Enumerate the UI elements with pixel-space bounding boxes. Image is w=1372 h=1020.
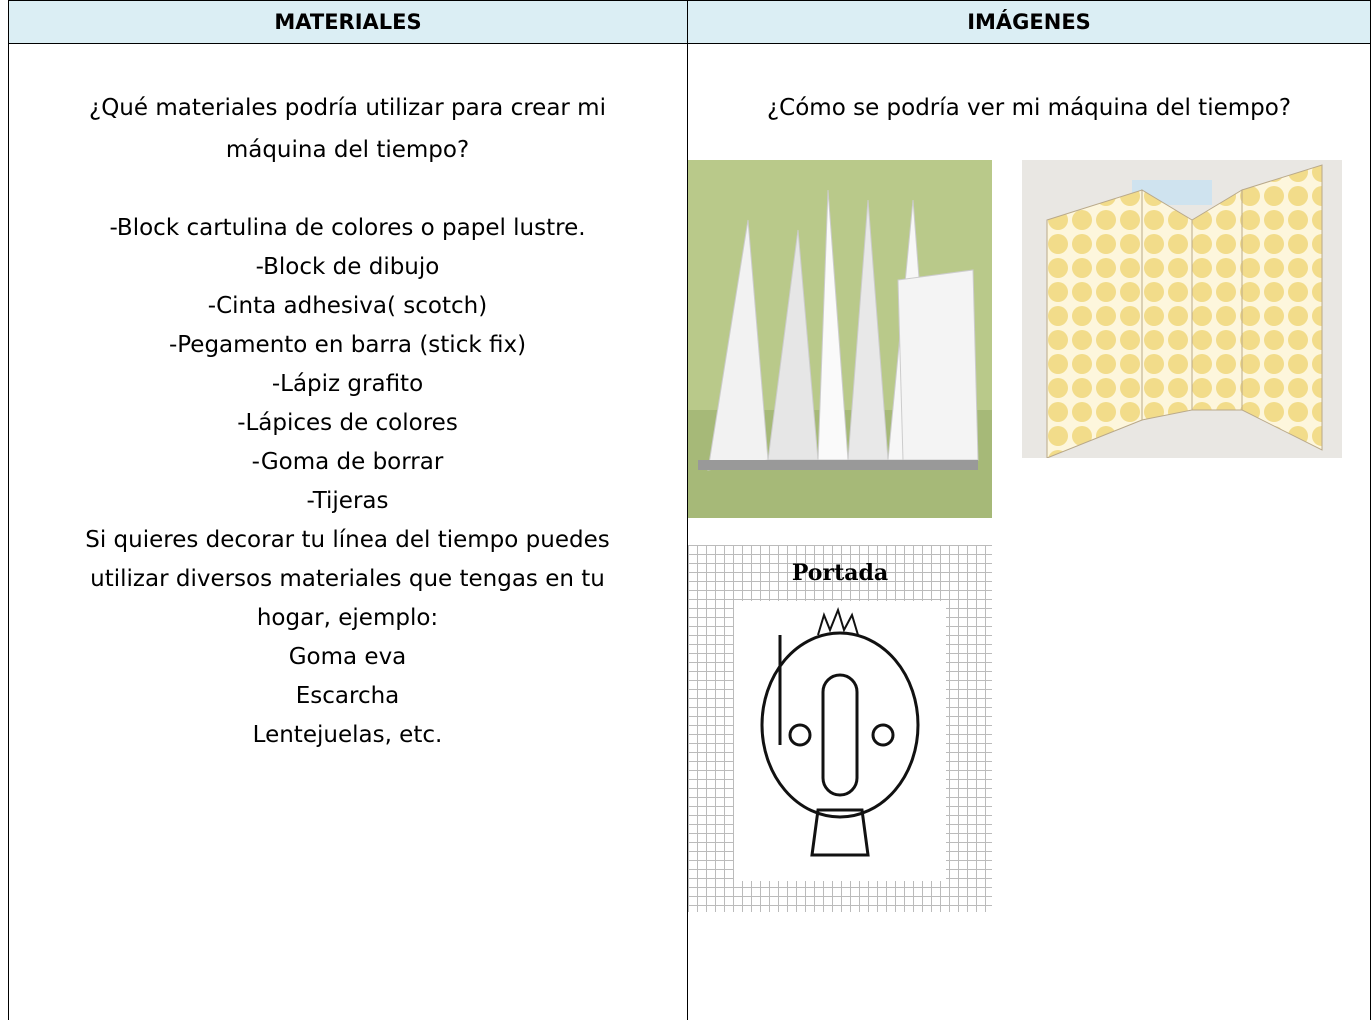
item-line: -Block cartulina de colores o papel lust… <box>109 215 586 241</box>
question-line: ¿Qué materiales podría utilizar para cre… <box>89 95 606 121</box>
extra-line: Lentejuelas, etc. <box>252 722 443 748</box>
question-line: máquina del tiempo? <box>225 137 470 163</box>
item-line: -Block de dibujo <box>255 254 440 280</box>
note-line: hogar, ejemplo: <box>256 605 439 631</box>
item-line: -Tijeras <box>306 488 389 514</box>
polka-photo <box>1022 160 1342 458</box>
cover-title: Portada <box>792 560 888 586</box>
header-materials: MATERIALES <box>8 0 688 44</box>
note-line: Si quieres decorar tu línea del tiempo p… <box>85 527 610 553</box>
accordion-photo <box>688 160 992 518</box>
images-question: ¿Cómo se podría ver mi máquina del tiemp… <box>766 95 1292 121</box>
item-line: -Lápices de colores <box>237 410 458 436</box>
item-line: -Lápiz grafito <box>271 371 424 397</box>
extra-line: Goma eva <box>288 644 407 670</box>
border <box>1370 44 1371 1020</box>
item-line: -Pegamento en barra (stick fix) <box>168 332 527 358</box>
border <box>687 44 688 1020</box>
note-line: utilizar diversos materiales que tengas … <box>90 566 605 592</box>
border <box>8 44 9 1020</box>
header-images: IMÁGENES <box>687 0 1371 44</box>
item-line: -Cinta adhesiva( scotch) <box>207 293 488 319</box>
cover-illustration: Portada <box>688 545 992 912</box>
extra-line: Escarcha <box>295 683 400 709</box>
item-line: -Goma de borrar <box>251 449 444 475</box>
